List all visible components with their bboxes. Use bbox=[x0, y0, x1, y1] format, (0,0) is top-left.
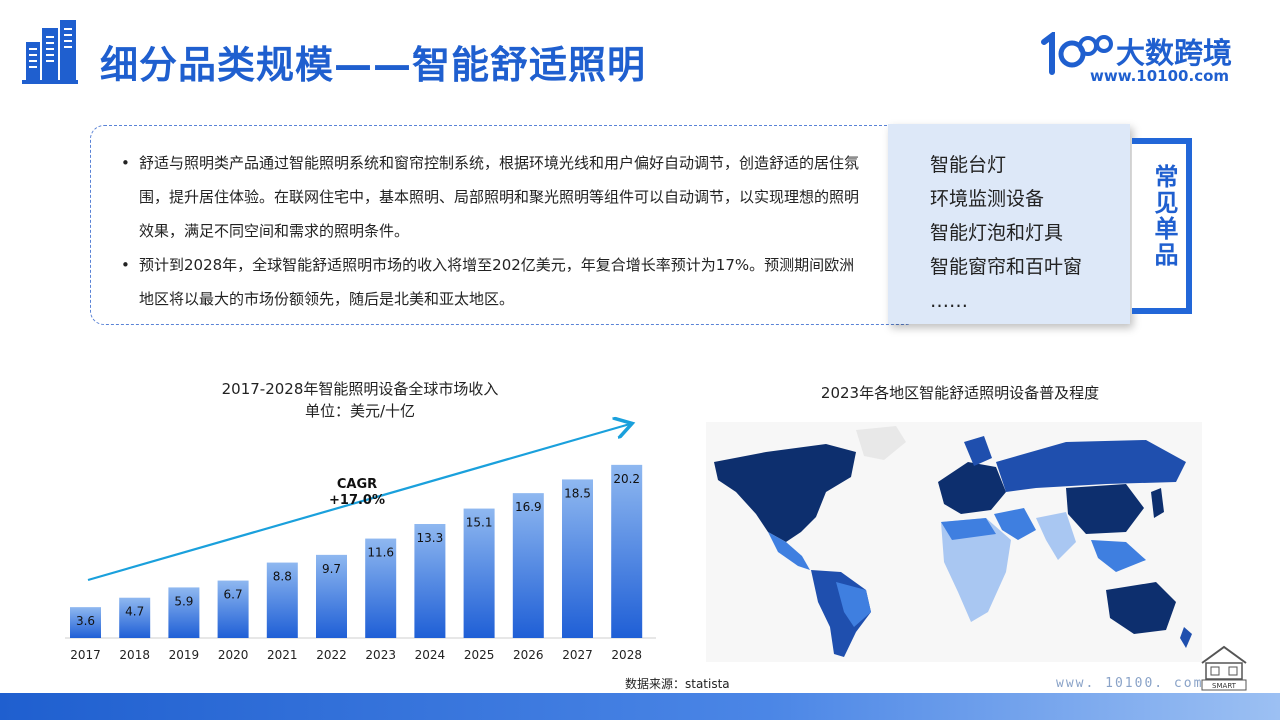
data-label-2019: 5.9 bbox=[174, 594, 193, 608]
world-penetration-map bbox=[706, 422, 1202, 662]
data-label-2021: 8.8 bbox=[273, 570, 292, 584]
common-items-list: 智能台灯 环境监测设备 智能灯泡和灯具 智能窗帘和百叶窗 …… bbox=[930, 148, 1082, 318]
common-item: 智能窗帘和百叶窗 bbox=[930, 256, 1083, 278]
bar-2019 bbox=[168, 587, 200, 638]
x-tick-2025: 2025 bbox=[464, 648, 495, 662]
bar-2017 bbox=[70, 607, 101, 638]
x-tick-2022: 2022 bbox=[316, 648, 347, 662]
bar-2018 bbox=[119, 597, 151, 638]
map-region-south-asia bbox=[1036, 512, 1076, 560]
common-items-tag: 常见单品 bbox=[1132, 138, 1192, 314]
data-label-2028: 20.2 bbox=[613, 472, 640, 486]
smart-label: SMART bbox=[1212, 682, 1237, 690]
common-item: 智能台灯 bbox=[930, 154, 1007, 176]
bar-2027 bbox=[562, 479, 593, 638]
x-tick-2019: 2019 bbox=[169, 648, 200, 662]
map-region-china bbox=[1066, 484, 1144, 534]
map-region-north-america bbox=[714, 444, 856, 542]
data-label-2020: 6.7 bbox=[224, 588, 243, 602]
smart-house-icon: SMART bbox=[1201, 645, 1247, 691]
x-tick-2018: 2018 bbox=[119, 648, 150, 662]
x-tick-2021: 2021 bbox=[267, 648, 298, 662]
map-region-southeast-asia bbox=[1091, 540, 1146, 572]
revenue-bar-chart: 3.6 4.7 5.9 6.7 8.8 9.7 11.6 13.3 15.1 16.9 18.5 20… bbox=[65, 410, 656, 662]
map-region-middle-east bbox=[994, 508, 1036, 540]
brand-logo: 大数跨境 www.10100.com bbox=[1038, 30, 1258, 90]
x-tick-2017: 2017 bbox=[70, 648, 101, 662]
10100-logo-icon bbox=[1041, 32, 1113, 75]
data-label-2024: 13.3 bbox=[417, 531, 444, 545]
bar-2026 bbox=[512, 493, 544, 638]
x-tick-2026: 2026 bbox=[513, 648, 544, 662]
bar-2022 bbox=[316, 554, 347, 638]
bar-2023 bbox=[365, 538, 397, 638]
x-tick-2024: 2024 bbox=[415, 648, 446, 662]
bar-2020 bbox=[217, 580, 249, 638]
common-item: 智能灯泡和灯具 bbox=[930, 222, 1064, 244]
map-region-brazil bbox=[836, 582, 871, 627]
map-region-central-america bbox=[768, 532, 810, 570]
map-region-scandinavia bbox=[964, 436, 992, 466]
description-bullet-2: 预计到2028年，全球智能舒适照明市场的收入将增至202亿美元，年复合增长率预计… bbox=[119, 248, 869, 316]
page-title: 细分品类规模——智能舒适照明 bbox=[100, 43, 647, 87]
x-tick-2028: 2028 bbox=[611, 648, 642, 662]
map-region-new-zealand bbox=[1180, 627, 1192, 648]
x-tick-2020: 2020 bbox=[218, 648, 249, 662]
map-region-africa bbox=[941, 518, 1011, 622]
data-source: 数据来源：statista bbox=[625, 677, 730, 691]
bar-2025 bbox=[463, 508, 495, 638]
footer-bar bbox=[0, 693, 1280, 720]
bar-2028 bbox=[611, 464, 643, 638]
cagr-arrow bbox=[87, 424, 630, 582]
chart-title: 2017-2028年智能照明设备全球市场收入 bbox=[221, 380, 499, 398]
brand-url: www.10100.com bbox=[1090, 67, 1230, 85]
footer-url: www. 10100. com bbox=[1056, 676, 1204, 691]
description-box: 舒适与照明类产品通过智能照明系统和窗帘控制系统，根据环境光线和用户偏好自动调节，… bbox=[90, 125, 920, 325]
data-label-2017: 3.6 bbox=[76, 614, 95, 628]
description-list: 舒适与照明类产品通过智能照明系统和窗帘控制系统，根据环境光线和用户偏好自动调节，… bbox=[119, 146, 869, 316]
data-label-2026: 16.9 bbox=[515, 500, 542, 514]
bar-2021 bbox=[266, 562, 298, 638]
map-region-russia bbox=[996, 440, 1186, 492]
data-label-2022: 9.7 bbox=[322, 562, 341, 576]
bar-2024 bbox=[414, 524, 446, 638]
common-item: …… bbox=[930, 290, 968, 312]
chart-subtitle: 单位：美元/十亿 bbox=[304, 402, 416, 420]
map-title: 2023年各地区智能舒适照明设备普及程度 bbox=[820, 384, 1100, 402]
description-bullet-1: 舒适与照明类产品通过智能照明系统和窗帘控制系统，根据环境光线和用户偏好自动调节，… bbox=[119, 146, 869, 248]
brand-name: 大数跨境 bbox=[1116, 36, 1233, 70]
chart-title-block: 2017-2028年智能照明设备全球市场收入 单位：美元/十亿 bbox=[180, 378, 540, 422]
common-item: 环境监测设备 bbox=[930, 188, 1045, 210]
building-logo-icon bbox=[22, 20, 78, 84]
common-items-tag-label: 常见单品 bbox=[1150, 164, 1178, 268]
x-tick-2023: 2023 bbox=[365, 648, 396, 662]
cagr-value: +17.0% bbox=[329, 493, 385, 508]
map-region-japan bbox=[1151, 488, 1164, 518]
map-region-australia bbox=[1106, 582, 1176, 634]
data-label-2018: 4.7 bbox=[125, 605, 144, 619]
common-items-card: 智能台灯 环境监测设备 智能灯泡和灯具 智能窗帘和百叶窗 …… bbox=[888, 124, 1130, 324]
x-tick-2027: 2027 bbox=[562, 648, 593, 662]
map-region-greenland bbox=[856, 426, 906, 460]
data-label-2023: 11.6 bbox=[367, 546, 394, 560]
cagr-label: CAGR bbox=[337, 477, 377, 492]
data-label-2025: 15.1 bbox=[466, 516, 493, 530]
map-region-north-africa bbox=[941, 518, 996, 540]
map-region-europe bbox=[938, 462, 1006, 514]
data-label-2027: 18.5 bbox=[564, 486, 591, 500]
